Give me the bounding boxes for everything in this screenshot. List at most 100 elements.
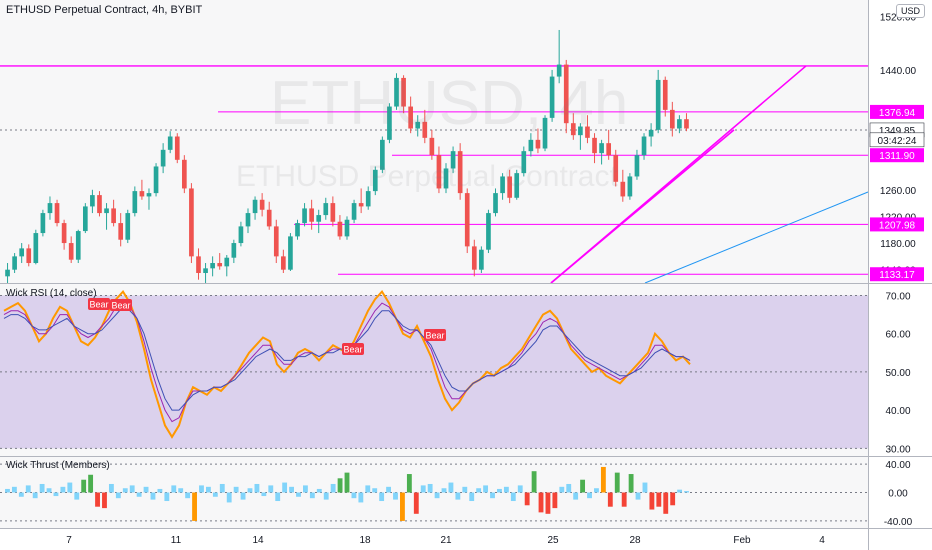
thrust-bar[interactable] — [358, 492, 364, 503]
candle-body[interactable] — [309, 208, 314, 222]
thrust-bar[interactable] — [164, 492, 170, 502]
thrust-bar[interactable] — [386, 486, 392, 493]
candle-body[interactable] — [365, 191, 371, 207]
candle-body[interactable] — [549, 76, 555, 118]
candle-body[interactable] — [387, 106, 392, 140]
candle-body[interactable] — [521, 151, 527, 174]
thrust-bar[interactable] — [102, 492, 107, 509]
thrust-bar[interactable] — [441, 488, 447, 493]
thrust-bar[interactable] — [39, 483, 45, 493]
candle-body[interactable] — [330, 203, 336, 222]
thrust-bar[interactable] — [67, 482, 73, 493]
thrust-bar[interactable] — [372, 488, 378, 493]
thrust-bar[interactable] — [642, 482, 648, 493]
candle-body[interactable] — [167, 136, 173, 150]
currency-selector[interactable]: USD — [896, 4, 926, 18]
thrust-bar[interactable] — [5, 488, 10, 493]
candle-body[interactable] — [344, 219, 350, 237]
candle-body[interactable] — [47, 203, 53, 214]
thrust-bar[interactable] — [60, 486, 66, 493]
bear-badge[interactable] — [342, 343, 364, 355]
thrust-bar[interactable] — [420, 485, 426, 493]
thrust-bar[interactable] — [517, 485, 523, 493]
thrust-bar[interactable] — [275, 492, 281, 502]
candle-body[interactable] — [139, 191, 145, 197]
candle-body[interactable] — [266, 209, 272, 227]
thrust-bar[interactable] — [122, 488, 128, 493]
candle-body[interactable] — [677, 119, 682, 129]
candle-body[interactable] — [372, 169, 378, 192]
thrust-bar[interactable] — [531, 471, 537, 493]
thrust-bar[interactable] — [226, 492, 232, 503]
thrust-bar[interactable] — [261, 492, 267, 497]
candle-body[interactable] — [563, 64, 569, 124]
candle-body[interactable] — [210, 263, 215, 269]
thrust-bar[interactable] — [289, 486, 294, 493]
thrust-bar[interactable] — [462, 486, 468, 493]
candle-body[interactable] — [535, 139, 541, 149]
rsi-axis[interactable]: 70.00 60.00 50.00 40.00 30.00 — [885, 291, 910, 455]
thrust-bar[interactable] — [635, 492, 641, 500]
candle-body[interactable] — [528, 139, 534, 152]
thrust-bar[interactable] — [316, 488, 322, 493]
thrust-bar[interactable] — [199, 485, 204, 493]
thrust-bar[interactable] — [178, 488, 184, 493]
candle-body[interactable] — [408, 106, 413, 129]
thrust-bar[interactable] — [11, 486, 17, 493]
thrust-bar[interactable] — [205, 486, 211, 493]
candle-body[interactable] — [422, 121, 428, 138]
candle-body[interactable] — [669, 109, 675, 129]
candle-body[interactable] — [75, 231, 81, 260]
thrust-bar[interactable] — [323, 492, 329, 500]
thrust-bar[interactable] — [157, 488, 163, 493]
candle-body[interactable] — [33, 233, 39, 264]
candle-body[interactable] — [231, 243, 237, 258]
candle-body[interactable] — [196, 256, 201, 274]
thrust-bar[interactable] — [400, 492, 405, 521]
candle-body[interactable] — [125, 213, 131, 240]
thrust-bar[interactable] — [46, 488, 52, 493]
candle-body[interactable] — [684, 119, 689, 129]
candle-body[interactable] — [641, 136, 647, 156]
thrust-bar[interactable] — [510, 492, 516, 502]
channel-trendline[interactable] — [550, 129, 735, 284]
thrust-bar[interactable] — [656, 492, 662, 507]
thrust-bar[interactable] — [455, 492, 461, 500]
thrust-bar[interactable] — [434, 492, 440, 499]
candle-body[interactable] — [443, 168, 449, 189]
thrust-bar[interactable] — [545, 492, 551, 514]
bear-badge[interactable] — [88, 298, 110, 310]
candle-body[interactable] — [457, 151, 463, 194]
candle-body[interactable] — [245, 213, 251, 227]
thrust-bar[interactable] — [150, 492, 156, 500]
candle-body[interactable] — [542, 117, 548, 149]
thrust-bar[interactable] — [330, 483, 336, 493]
thrust-bar[interactable] — [296, 492, 301, 497]
candle-body[interactable] — [323, 203, 329, 216]
candle-body[interactable] — [394, 77, 399, 107]
thrust-bar[interactable] — [497, 488, 502, 493]
thrust-bar[interactable] — [143, 486, 149, 493]
thrust-bar[interactable] — [393, 492, 398, 500]
thrust-bar[interactable] — [379, 492, 385, 502]
thrust-bar[interactable] — [254, 483, 260, 493]
thrust-bar[interactable] — [240, 492, 246, 500]
candle-body[interactable] — [634, 155, 640, 177]
candle-body[interactable] — [471, 246, 477, 270]
candle-body[interactable] — [295, 223, 300, 237]
candle-body[interactable] — [592, 137, 597, 154]
candle-body[interactable] — [464, 193, 470, 247]
time-axis[interactable]: 7 11 14 18 21 25 28 Feb 4 — [66, 535, 825, 546]
thrust-bar[interactable] — [53, 492, 59, 497]
thrust-bar[interactable] — [192, 492, 197, 521]
rsi-pane-label[interactable]: Wick RSI (14, close) — [6, 288, 97, 299]
thrust-bar[interactable] — [212, 492, 218, 497]
thrust-bar[interactable] — [503, 486, 509, 493]
price-axis[interactable]: 1520.001440.001380.001260.001220.001180.… — [869, 13, 925, 282]
candle-body[interactable] — [40, 213, 46, 234]
candle-body[interactable] — [118, 223, 124, 240]
candle-body[interactable] — [570, 123, 576, 136]
candle-body[interactable] — [401, 77, 406, 107]
candle-body[interactable] — [351, 203, 357, 220]
thrust-bar[interactable] — [282, 482, 288, 493]
